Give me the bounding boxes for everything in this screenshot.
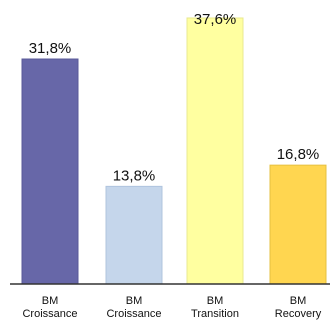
category-label-3: BM Transition <box>191 295 239 320</box>
category-label-line: BM <box>126 295 143 307</box>
value-label-2: 13,8% <box>113 167 156 184</box>
category-label-line: Croissance <box>106 308 161 320</box>
category-label-1: BM Croissance <box>22 295 77 320</box>
value-labels-group: 31,8% 13,8% 37,6% 16,8% <box>29 11 320 184</box>
value-label-3: 37,6% <box>194 11 237 28</box>
bar-3 <box>186 17 244 285</box>
bar-1 <box>21 58 79 285</box>
category-label-line: Recovery <box>275 308 322 320</box>
value-label-4: 16,8% <box>277 146 320 163</box>
category-label-2: BM Croissance <box>106 295 161 320</box>
category-label-line: Croissance <box>22 308 77 320</box>
category-label-line: BM <box>290 295 307 307</box>
bar-4 <box>269 164 327 285</box>
category-label-line: BM <box>42 295 59 307</box>
value-label-1: 31,8% <box>29 40 72 57</box>
category-label-4: BM Recovery <box>275 295 322 320</box>
category-label-line: BM <box>207 295 224 307</box>
bars-group <box>21 17 327 285</box>
bar-2 <box>105 185 163 285</box>
category-label-line: Transition <box>191 308 239 320</box>
